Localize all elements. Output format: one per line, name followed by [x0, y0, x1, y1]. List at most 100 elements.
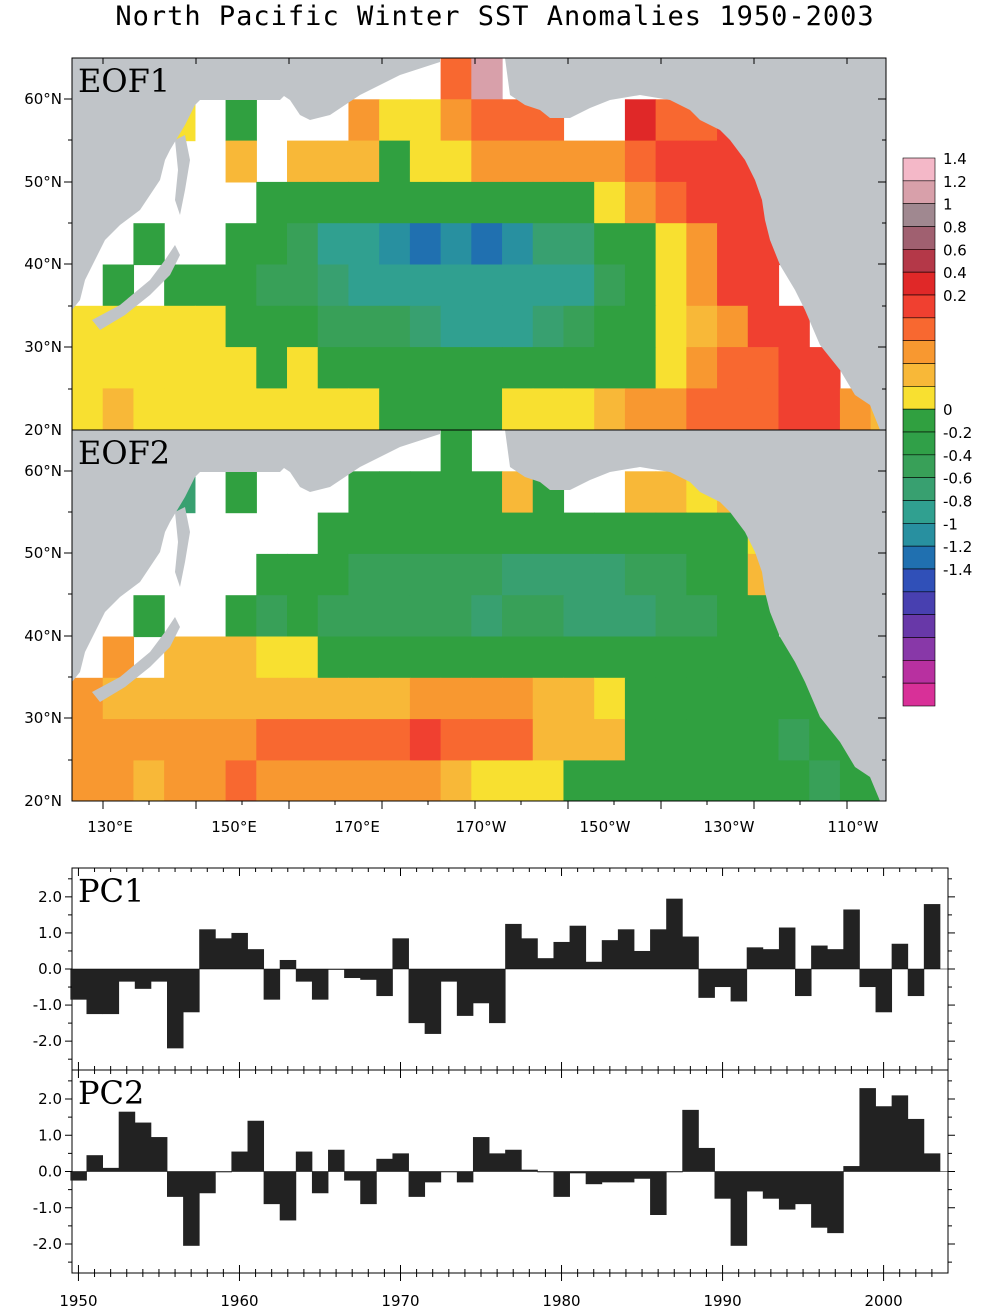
- sst-cell: [348, 140, 380, 183]
- pc2-bar: [295, 1151, 313, 1172]
- pc1-bar: [247, 949, 265, 969]
- sst-cell: [655, 264, 687, 307]
- sst-cell: [440, 388, 472, 430]
- pc2-bar: [328, 1149, 345, 1172]
- sst-cell: [317, 388, 350, 430]
- sst-cell: [317, 223, 350, 266]
- sst-cell: [624, 719, 657, 761]
- sst-cell: [532, 553, 565, 596]
- sst-cell: [809, 760, 841, 801]
- colorbar-label: -0.6: [943, 470, 972, 488]
- sst-cell: [502, 223, 534, 266]
- colorbar-label: -0.8: [943, 493, 972, 511]
- sst-cell: [225, 677, 257, 720]
- sst-cell: [686, 677, 718, 720]
- sst-cell: [194, 760, 227, 801]
- sst-cell: [594, 595, 626, 638]
- sst-cell: [502, 347, 534, 389]
- sst-cell: [256, 181, 288, 224]
- sst-cell: [379, 471, 411, 514]
- sst-cell: [133, 223, 165, 266]
- sst-cell: [686, 595, 718, 638]
- pc2-bar: [666, 1171, 683, 1173]
- pc1-ytick-label: -2.0: [33, 1032, 62, 1050]
- sst-cell: [624, 264, 657, 307]
- lon-tick-label: 150°W: [580, 818, 631, 836]
- sst-cell: [409, 471, 442, 514]
- sst-cell: [379, 512, 411, 555]
- pc2-bar: [150, 1137, 168, 1172]
- sst-cell: [502, 512, 534, 555]
- sst-cell: [532, 512, 565, 555]
- sst-cell: [133, 719, 165, 761]
- sst-cell: [471, 595, 503, 638]
- sst-cell: [532, 760, 565, 801]
- pc1-bar: [231, 932, 248, 969]
- colorbar-swatch: [902, 454, 936, 478]
- sst-cell: [164, 305, 196, 348]
- sst-cell: [225, 636, 257, 679]
- sst-cell: [379, 181, 411, 224]
- pc2-bar: [167, 1171, 184, 1197]
- sst-cell: [348, 223, 380, 266]
- sst-cell: [194, 719, 227, 761]
- pc2-bar: [698, 1147, 715, 1172]
- sst-cell: [747, 347, 780, 389]
- sst-cell: [348, 512, 380, 555]
- sst-cell: [287, 677, 319, 720]
- sst-cell: [317, 636, 350, 679]
- pc2-bar: [714, 1171, 732, 1199]
- pc2-bar: [505, 1149, 522, 1172]
- sst-cell: [440, 553, 472, 596]
- sst-cell: [225, 388, 257, 430]
- sst-cell: [563, 595, 595, 638]
- lon-axis: 130°E 150°E 170°E 170°W 150°W 130°W 110°…: [87, 58, 879, 836]
- pc2-bar: [456, 1171, 474, 1183]
- sst-cell: [256, 760, 288, 801]
- lon-tick-label: 110°W: [828, 818, 879, 836]
- pc1-bars: [70, 898, 948, 1049]
- pc1-bar: [907, 969, 925, 997]
- sst-cell: [717, 181, 749, 224]
- colorbar-swatch: [902, 637, 936, 661]
- sst-cell: [348, 181, 380, 224]
- sst-cell: [563, 677, 595, 720]
- sst-cell: [686, 305, 718, 348]
- pc2-bar: [875, 1106, 893, 1172]
- sst-cell: [409, 99, 442, 142]
- sst-cell: [409, 264, 442, 307]
- sst-cell: [317, 719, 350, 761]
- sst-cell: [502, 553, 534, 596]
- sst-cell: [624, 471, 657, 514]
- sst-cell: [317, 347, 350, 389]
- sst-cell: [655, 181, 687, 224]
- sst-cell: [133, 595, 165, 638]
- sst-cell: [409, 181, 442, 224]
- sst-cell: [440, 760, 472, 801]
- sst-cell: [809, 388, 841, 430]
- sst-cell: [440, 305, 472, 348]
- sst-cell: [717, 636, 749, 679]
- sst-cell: [686, 388, 718, 430]
- sst-cell: [102, 760, 135, 801]
- sst-cell: [532, 140, 565, 183]
- pc2-bar: [907, 1118, 925, 1172]
- sst-cell: [409, 760, 442, 801]
- sst-cell: [563, 636, 595, 679]
- pc1-bar: [295, 969, 313, 982]
- sst-cell: [409, 553, 442, 596]
- pc1-bar: [505, 923, 522, 969]
- pc1-bar: [263, 969, 281, 1000]
- pc2-bar: [86, 1155, 103, 1172]
- pc2-bar: [811, 1171, 828, 1228]
- colorbar-swatch: [902, 203, 936, 227]
- sst-cell: [471, 677, 503, 720]
- sst-cell: [225, 719, 257, 761]
- sst-cell: [379, 553, 411, 596]
- eof2-lat-tick-label: 30°N: [24, 709, 62, 727]
- pc2-bar: [601, 1171, 619, 1183]
- sst-cell: [471, 512, 503, 555]
- pc2-bar: [827, 1171, 844, 1234]
- sst-cell: [624, 760, 657, 801]
- sst-cell: [348, 677, 380, 720]
